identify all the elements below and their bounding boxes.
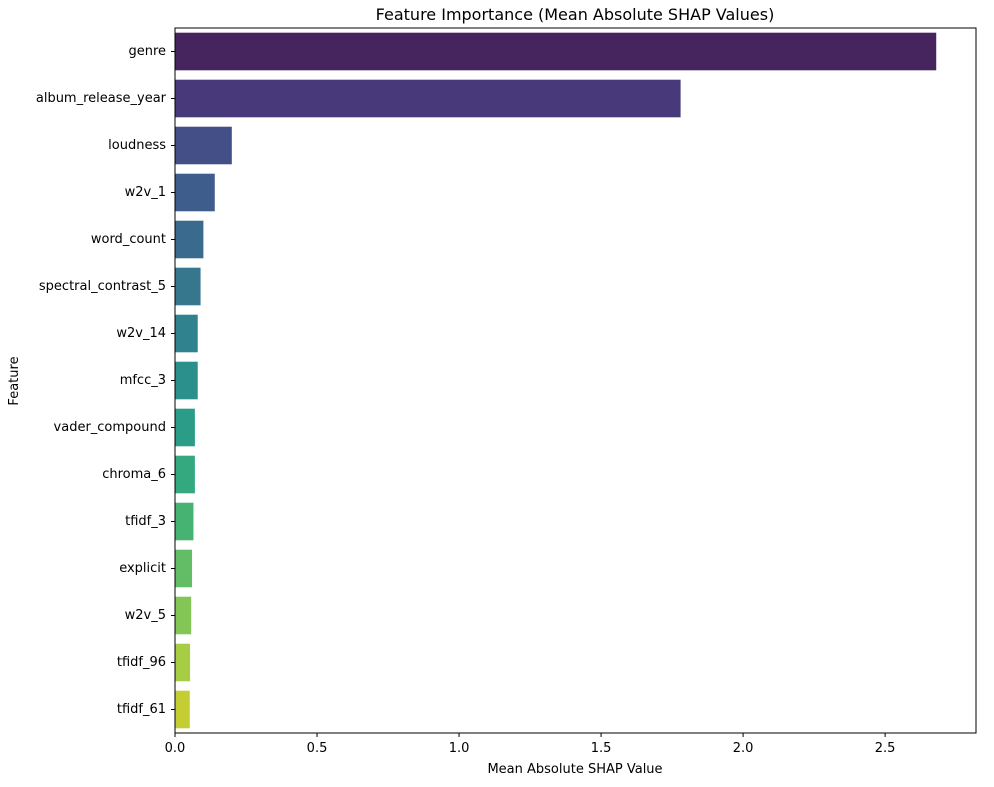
bar-spectral-contrast-5 <box>175 267 201 306</box>
bar-chroma-6 <box>175 455 195 494</box>
bar-explicit <box>175 549 193 588</box>
x-tick-label: 0.5 <box>307 741 328 756</box>
y-tick-label: word_count <box>91 232 166 247</box>
y-tick-label: genre <box>128 44 166 59</box>
y-tick-label: tfidf_96 <box>117 655 166 670</box>
chart-title: Feature Importance (Mean Absolute SHAP V… <box>376 5 775 24</box>
x-axis-ticks: 0.0 0.5 1.0 1.5 2.0 2.5 <box>165 733 896 756</box>
y-tick-label: explicit <box>119 561 166 576</box>
bar-w2v-14 <box>175 314 198 353</box>
y-tick-label: vader_compound <box>54 420 166 435</box>
x-tick-label: 2.0 <box>733 741 754 756</box>
bars-layer <box>175 32 937 729</box>
x-tick-label: 0.0 <box>165 741 186 756</box>
bar-tfidf-96 <box>175 643 191 682</box>
x-tick-label: 1.5 <box>591 741 612 756</box>
x-axis-label: Mean Absolute SHAP Value <box>487 762 662 777</box>
y-axis-ticks: genre album_release_year loudness w2v_1word… <box>36 44 175 717</box>
bar-tfidf-3 <box>175 502 194 541</box>
y-tick-label: w2v_14 <box>116 326 166 341</box>
bar-loudness <box>175 126 232 165</box>
y-axis-label: Feature <box>7 356 22 405</box>
bar-tfidf-61 <box>175 690 190 729</box>
y-tick-label: album_release_year <box>36 91 167 106</box>
plot-frame <box>174 27 977 734</box>
y-tick-label: tfidf_3 <box>125 514 166 529</box>
y-tick-label: mfcc_3 <box>120 373 166 388</box>
y-tick-label: spectral_contrast_5 <box>39 279 166 294</box>
bar-word-count <box>175 220 204 259</box>
y-tick-label: w2v_1 <box>125 185 166 200</box>
y-tick-label: loudness <box>108 138 166 153</box>
x-tick-label: 1.0 <box>449 741 470 756</box>
bar-w2v-1 <box>175 173 215 212</box>
y-tick-label: tfidf_61 <box>117 702 166 717</box>
bar-vader-compound <box>175 408 195 447</box>
bar-w2v-5 <box>175 596 192 635</box>
bar-mfcc-3 <box>175 361 198 400</box>
y-tick-label: chroma_6 <box>102 467 166 482</box>
bar-genre <box>175 32 937 71</box>
y-tick-label: w2v_5 <box>125 608 166 623</box>
x-tick-label: 2.5 <box>875 741 896 756</box>
bar-album-release-year <box>175 79 681 118</box>
